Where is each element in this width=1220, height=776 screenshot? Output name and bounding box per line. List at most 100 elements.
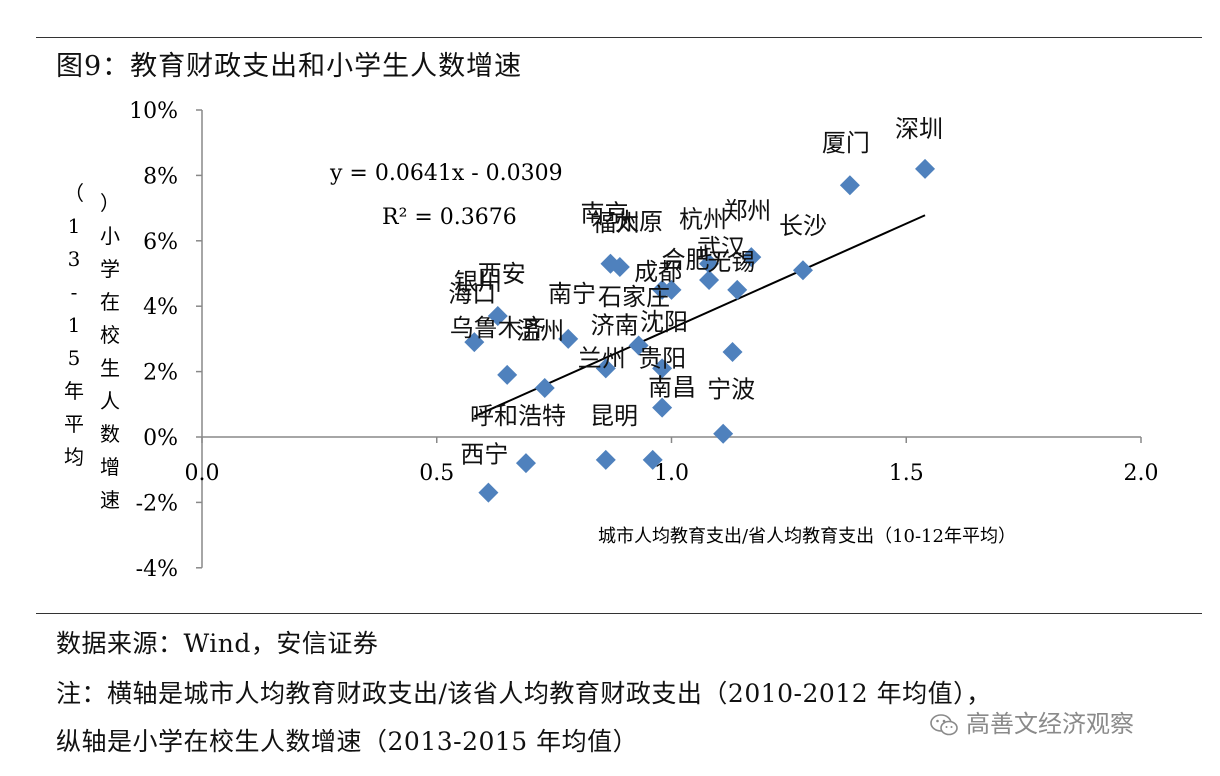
point-label: 无锡 (707, 248, 755, 276)
y-axis-label-char: 增 (100, 455, 120, 479)
y-axis-label-char: 生 (100, 356, 120, 380)
watermark-text: 高善文经济观察 (966, 710, 1134, 738)
y-axis-label-char: 人 (100, 389, 120, 413)
top-rule (36, 37, 1202, 38)
point-label: 济南 (591, 311, 639, 339)
data-point (497, 364, 518, 385)
data-point (652, 279, 673, 300)
point-label: 合肥 (662, 246, 710, 274)
x-tick-label: 2.0 (1124, 461, 1159, 486)
point-label: 宁波 (707, 376, 755, 404)
y-axis-label-char: 校 (100, 323, 120, 347)
note-line-1: 注：横轴是城市人均教育财政支出/该省人均教育财政支出（2010-2012 年均值… (56, 679, 992, 708)
y-axis-label-char: 均 (64, 445, 84, 469)
y-axis-label-char: 平 (64, 412, 84, 436)
chart-axes (196, 109, 1142, 569)
point-label: 银川 (454, 268, 502, 296)
data-point (600, 253, 621, 274)
y-axis-label-char: 小 (100, 224, 120, 248)
figure-title: 图9：教育财政支出和小学生人数增速 (56, 51, 523, 82)
data-point (595, 449, 616, 470)
data-point (642, 449, 663, 470)
data-point (915, 158, 936, 179)
y-tick-labels: -4% -2% 0% 2% 4% 6% 8% 10% (129, 99, 178, 582)
y-tick-label: 10% (129, 99, 178, 124)
wechat-icon (930, 714, 958, 736)
data-point (713, 423, 734, 444)
x-tick-label: 0.0 (185, 461, 220, 486)
point-label: 福州 (592, 209, 640, 237)
y-tick-label: -2% (136, 491, 178, 516)
point-label: 呼和浩特 (470, 402, 566, 430)
data-point (699, 253, 720, 274)
data-point (792, 260, 813, 281)
trendline-equation: y = 0.0641x - 0.0309 (329, 161, 563, 186)
y-tick-label: 0% (143, 426, 178, 451)
y-axis-label-char: - (71, 280, 78, 304)
y-axis-label-char: 5 (68, 346, 81, 370)
data-source: 数据来源：Wind，安信证券 (56, 629, 379, 658)
x-axis-label: 城市人均教育支出/省人均教育支出（10-12年平均） (598, 526, 1016, 547)
point-label: 南昌 (648, 374, 696, 402)
y-axis-label-char: ） (100, 191, 120, 215)
y-axis-label: （ 1 3 - 1 5 年平均 ） 小学在校生人数增速 (64, 181, 120, 512)
y-axis-label-char: 1 (68, 214, 81, 238)
x-tick-labels: 0.0 0.5 1.0 1.5 2.0 (185, 461, 1159, 486)
data-point (487, 306, 508, 327)
point-label: 南京 (580, 200, 628, 228)
point-label: 深圳 (895, 115, 943, 143)
bottom-rule (36, 613, 1202, 614)
point-label: 兰州 (578, 344, 626, 372)
data-point (534, 377, 555, 398)
point-label: 西宁 (460, 441, 508, 469)
point-label: 长沙 (779, 212, 827, 240)
point-label: 石家庄 (598, 283, 670, 311)
data-point (478, 482, 499, 503)
data-point (741, 247, 762, 268)
data-point (558, 328, 579, 349)
data-point (652, 358, 673, 379)
note-line-2: 纵轴是小学在校生人数增速（2013-2015 年均值） (56, 727, 639, 756)
y-axis-label-char: 数 (100, 422, 120, 446)
trendline-r2: R² = 0.3676 (382, 205, 517, 230)
y-axis-label-char: 学 (100, 257, 120, 281)
y-tick-label: 4% (143, 295, 178, 320)
data-point (699, 270, 720, 291)
point-label: 杭州 (679, 206, 727, 234)
x-tick-label: 1.5 (889, 461, 924, 486)
y-axis-label-char: 3 (68, 247, 81, 271)
data-point (595, 358, 616, 379)
data-points (464, 158, 936, 503)
data-point (628, 335, 649, 356)
point-label: 乌鲁木齐 (450, 314, 546, 342)
data-point (839, 175, 860, 196)
point-label: 温州 (516, 317, 564, 345)
x-tick-label: 0.5 (419, 461, 454, 486)
y-axis-label-char: 在 (100, 290, 120, 314)
y-axis-label-char: （ (64, 181, 84, 205)
point-label: 沈阳 (640, 308, 688, 336)
point-label: 昆明 (590, 402, 638, 430)
point-label: 西安 (478, 260, 526, 288)
y-tick-label: 8% (143, 164, 178, 189)
point-label: 厦门 (822, 129, 870, 157)
y-tick-label: -4% (136, 557, 178, 582)
point-label: 贵阳 (638, 344, 686, 372)
y-axis-label-char: 速 (100, 488, 120, 512)
data-point (722, 341, 743, 362)
point-label: 成都 (634, 258, 682, 286)
y-tick-label: 6% (143, 230, 178, 255)
point-label: 武汉 (697, 234, 745, 262)
y-axis-label-char: 年 (64, 379, 84, 403)
data-point (464, 332, 485, 353)
data-point (727, 279, 748, 300)
watermark: 高善文经济观察 (930, 704, 1134, 739)
point-label: 海口 (448, 280, 496, 308)
y-axis-label-char: 1 (68, 313, 81, 337)
y-tick-label: 2% (143, 361, 178, 386)
point-label: 郑州 (723, 197, 771, 225)
data-point (515, 453, 536, 474)
point-label: 南宁 (548, 280, 596, 308)
